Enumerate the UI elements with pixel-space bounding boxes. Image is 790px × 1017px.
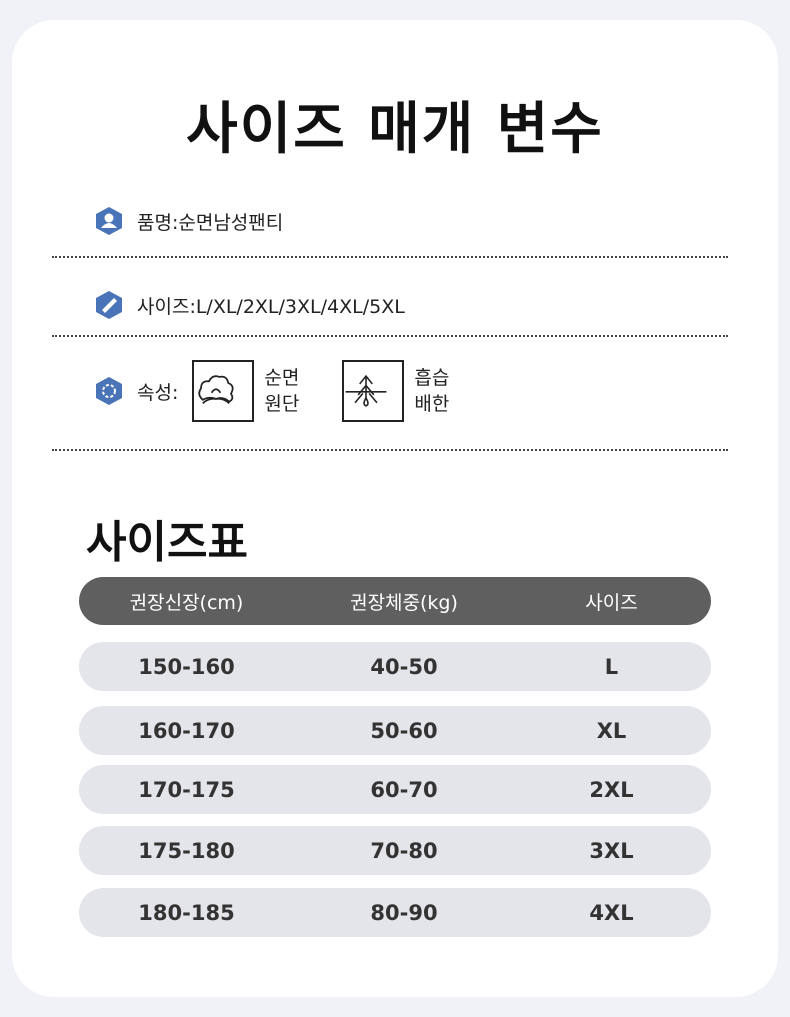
table-row: 160-170 50-60 XL xyxy=(79,706,711,755)
attribute-moisture: 흡습 배한 xyxy=(342,360,492,422)
size-table-title: 사이즈표 xyxy=(86,517,248,568)
attribute-cotton: 순면 원단 xyxy=(192,360,342,422)
table-row: 170-175 60-70 2XL xyxy=(79,765,711,814)
ruler-icon xyxy=(96,291,122,319)
user-icon xyxy=(96,207,122,235)
spec-product-name: 품명:순면남성팬티 xyxy=(95,206,283,236)
divider xyxy=(52,335,728,337)
badge-icon xyxy=(96,377,122,405)
table-header: 권장신장(cm) 권장체중(kg) 사이즈 xyxy=(79,577,711,625)
divider xyxy=(52,256,728,258)
table-row: 180-185 80-90 4XL xyxy=(79,888,711,937)
table-row: 175-180 70-80 3XL xyxy=(79,826,711,875)
moisture-wicking-icon xyxy=(345,374,387,407)
spec-attributes: 속성: 순면 원단 흡습 배한 xyxy=(95,360,492,422)
page-title: 사이즈 매개 변수 xyxy=(186,97,604,162)
table-row: 150-160 40-50 L xyxy=(79,642,711,691)
divider xyxy=(52,449,728,451)
cotton-icon xyxy=(198,375,234,404)
spec-sizes: 사이즈:L/XL/2XL/3XL/4XL/5XL xyxy=(95,290,405,320)
